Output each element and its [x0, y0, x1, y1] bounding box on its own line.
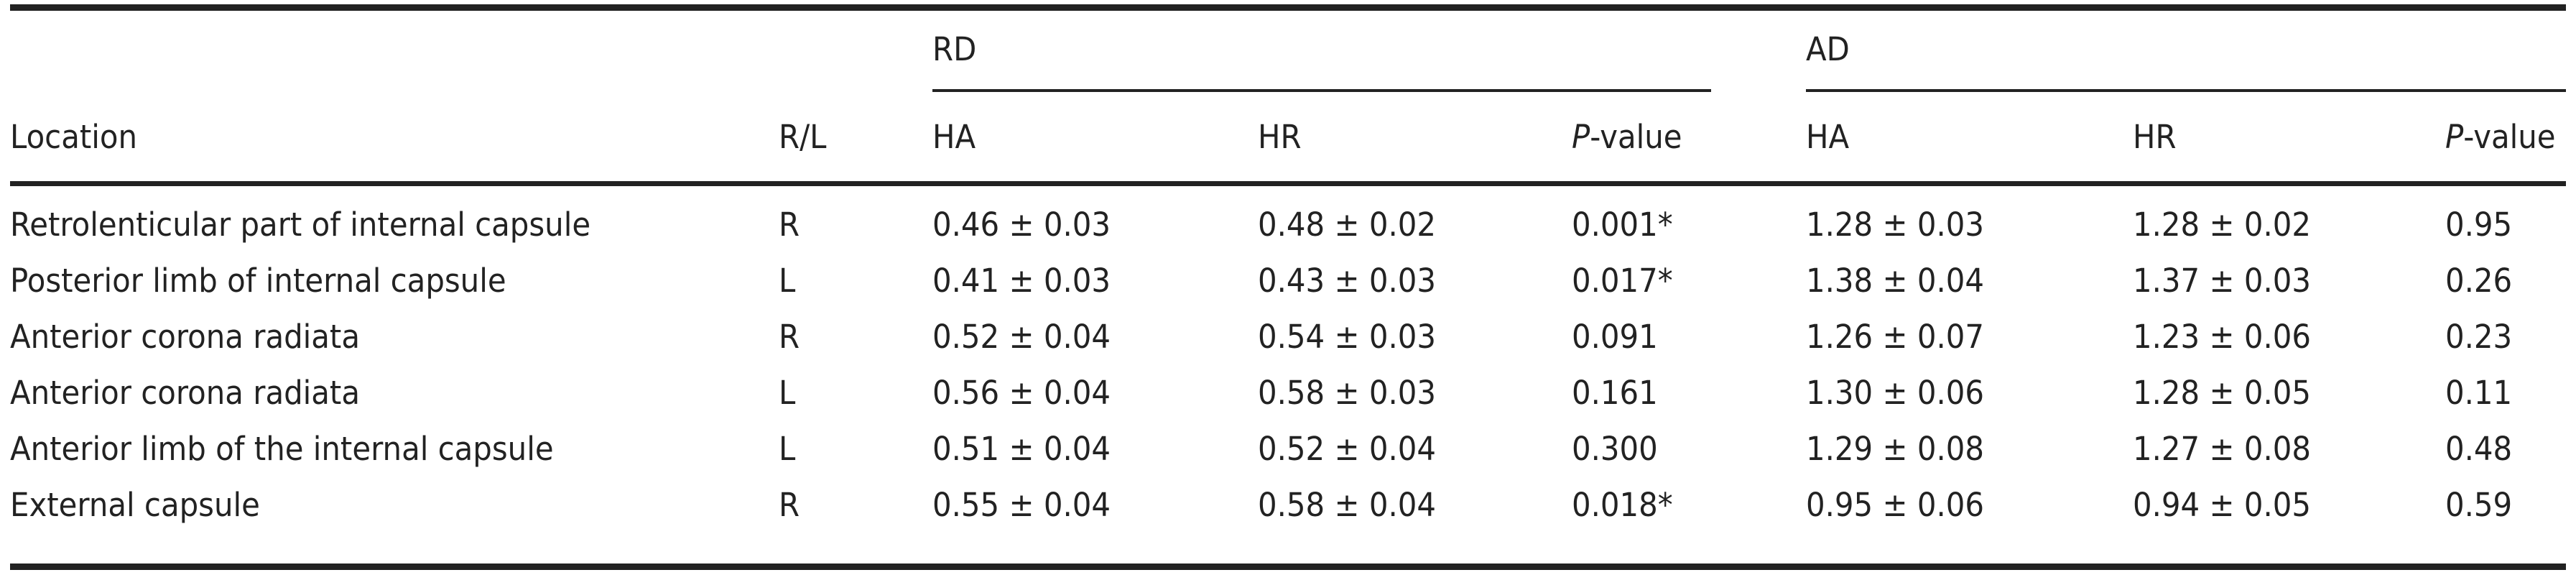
header-group-rd: RD [932, 30, 977, 68]
header-ad-p-italic: P [2445, 118, 2464, 156]
header-rd-p-suffix: -value [1590, 118, 1682, 156]
header-rl: R/L [779, 118, 827, 156]
rd-group-rule [932, 89, 1711, 92]
cell-rd-hr: 0.52 ± 0.04 [1258, 430, 1437, 468]
cell-ad-hr: 1.28 ± 0.05 [2133, 374, 2312, 412]
cell-rd-p: 0.017* [1572, 262, 1673, 300]
ad-group-rule [1806, 89, 2566, 92]
cell-rd-ha: 0.41 ± 0.03 [932, 262, 1111, 300]
header-ad-p-value: P-value [2445, 118, 2556, 157]
cell-ad-p: 0.11 [2445, 374, 2513, 412]
cell-ad-p: 0.48 [2445, 430, 2513, 468]
header-location: Location [10, 118, 138, 156]
cell-location: Anterior corona radiata [10, 318, 360, 356]
cell-ad-p: 0.59 [2445, 486, 2513, 524]
cell-ad-ha: 1.30 ± 0.06 [1806, 374, 1985, 412]
cell-rd-p: 0.300 [1572, 430, 1658, 468]
table-row: Anterior corona radiata L 0.56 ± 0.04 0.… [10, 374, 2566, 430]
table-header-rule [10, 181, 2566, 186]
cell-rd-ha: 0.55 ± 0.04 [932, 486, 1111, 524]
cell-rl: L [779, 262, 796, 300]
cell-location: Retrolenticular part of internal capsule [10, 206, 591, 244]
header-rd-ha: HA [932, 118, 976, 156]
table-row: External capsule R 0.55 ± 0.04 0.58 ± 0.… [10, 486, 2566, 542]
cell-ad-ha: 0.95 ± 0.06 [1806, 486, 1985, 524]
table-row: Posterior limb of internal capsule L 0.4… [10, 262, 2566, 318]
cell-ad-p: 0.23 [2445, 318, 2513, 356]
cell-rl: L [779, 374, 796, 412]
cell-ad-hr: 1.28 ± 0.02 [2133, 206, 2312, 244]
table-top-rule [10, 4, 2566, 11]
header-ad-p-suffix: -value [2463, 118, 2556, 156]
header-rd-p-italic: P [1572, 118, 1590, 156]
cell-ad-ha: 1.38 ± 0.04 [1806, 262, 1985, 300]
cell-rd-p: 0.018* [1572, 486, 1673, 524]
data-table: RD AD Location R/L HA HR P-value HA HR P… [10, 0, 2566, 575]
cell-rd-ha: 0.56 ± 0.04 [932, 374, 1111, 412]
cell-ad-p: 0.26 [2445, 262, 2513, 300]
header-rd-hr: HR [1258, 118, 1302, 156]
cell-rl: R [779, 206, 800, 244]
cell-rl: R [779, 486, 800, 524]
cell-rd-hr: 0.43 ± 0.03 [1258, 262, 1437, 300]
header-group-ad: AD [1806, 30, 1850, 68]
cell-rd-p: 0.001* [1572, 206, 1673, 244]
cell-ad-ha: 1.28 ± 0.03 [1806, 206, 1985, 244]
cell-rd-p: 0.161 [1572, 374, 1658, 412]
cell-ad-ha: 1.26 ± 0.07 [1806, 318, 1985, 356]
table-body: Retrolenticular part of internal capsule… [10, 206, 2566, 542]
table-row: Anterior limb of the internal capsule L … [10, 430, 2566, 486]
cell-rd-hr: 0.48 ± 0.02 [1258, 206, 1437, 244]
table-bottom-rule [10, 564, 2566, 570]
table-row: Anterior corona radiata R 0.52 ± 0.04 0.… [10, 318, 2566, 374]
cell-location: Posterior limb of internal capsule [10, 262, 506, 300]
cell-location: Anterior limb of the internal capsule [10, 430, 554, 468]
header-ad-ha: HA [1806, 118, 1850, 156]
header-rd-p-value: P-value [1572, 118, 1682, 157]
cell-ad-hr: 1.37 ± 0.03 [2133, 262, 2312, 300]
cell-rd-hr: 0.58 ± 0.04 [1258, 486, 1437, 524]
cell-ad-hr: 1.27 ± 0.08 [2133, 430, 2312, 468]
cell-ad-hr: 1.23 ± 0.06 [2133, 318, 2312, 356]
cell-rd-ha: 0.52 ± 0.04 [932, 318, 1111, 356]
cell-rd-ha: 0.51 ± 0.04 [932, 430, 1111, 468]
cell-rd-p: 0.091 [1572, 318, 1658, 356]
cell-rd-ha: 0.46 ± 0.03 [932, 206, 1111, 244]
cell-ad-hr: 0.94 ± 0.05 [2133, 486, 2312, 524]
cell-location: External capsule [10, 486, 260, 524]
cell-ad-ha: 1.29 ± 0.08 [1806, 430, 1985, 468]
cell-rd-hr: 0.54 ± 0.03 [1258, 318, 1437, 356]
cell-ad-p: 0.95 [2445, 206, 2513, 244]
cell-rl: R [779, 318, 800, 356]
header-ad-hr: HR [2133, 118, 2177, 156]
cell-rl: L [779, 430, 796, 468]
table-row: Retrolenticular part of internal capsule… [10, 206, 2566, 262]
cell-rd-hr: 0.58 ± 0.03 [1258, 374, 1437, 412]
cell-location: Anterior corona radiata [10, 374, 360, 412]
